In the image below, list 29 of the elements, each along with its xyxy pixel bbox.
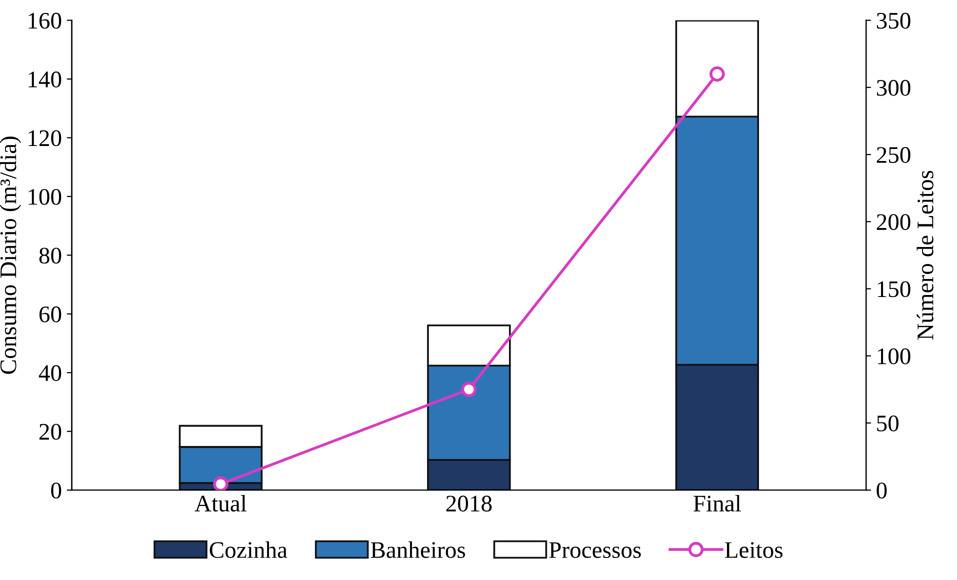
y-tick-label: 0 [51, 482, 62, 499]
y2-tick-label: 250 [876, 147, 910, 163]
y-tick-label: 160 [28, 12, 62, 29]
y-axis-title: Consumo Diario (m³/dia) [0, 136, 22, 374]
point [461, 382, 477, 398]
point [213, 476, 228, 490]
y-tick-label: 80 [39, 248, 62, 264]
y-tick-label: 100 [28, 188, 62, 205]
legend-label: Banheiros [370, 541, 466, 558]
y2-tick-label: 0 [876, 482, 887, 499]
x-tick-label: Final [694, 494, 741, 512]
y2-tick-label: 150 [878, 281, 910, 298]
x-tick-label: 2018 [446, 496, 492, 512]
y-tick-label: 40 [38, 365, 62, 382]
y2-tick-label: 350 [876, 12, 910, 29]
point [710, 66, 725, 82]
legend-label: Cozinha [210, 541, 288, 558]
y2-tick-label: 300 [876, 80, 910, 96]
legend-label: Leitos [724, 542, 782, 558]
y2-axis-title: Número de Leitos [916, 170, 934, 340]
y-tick-label: 140 [28, 72, 62, 88]
y-tick-label: 20 [39, 424, 62, 440]
x-tick-label: Atual [194, 494, 246, 512]
y-tick-label: 60 [39, 306, 62, 322]
legend-label: Processos [549, 542, 641, 558]
y-tick-label: 120 [28, 130, 62, 146]
y2-tick-label: 100 [878, 348, 910, 364]
y2-tick-label: 50 [877, 415, 899, 432]
y2-tick-label: 200 [876, 214, 910, 230]
